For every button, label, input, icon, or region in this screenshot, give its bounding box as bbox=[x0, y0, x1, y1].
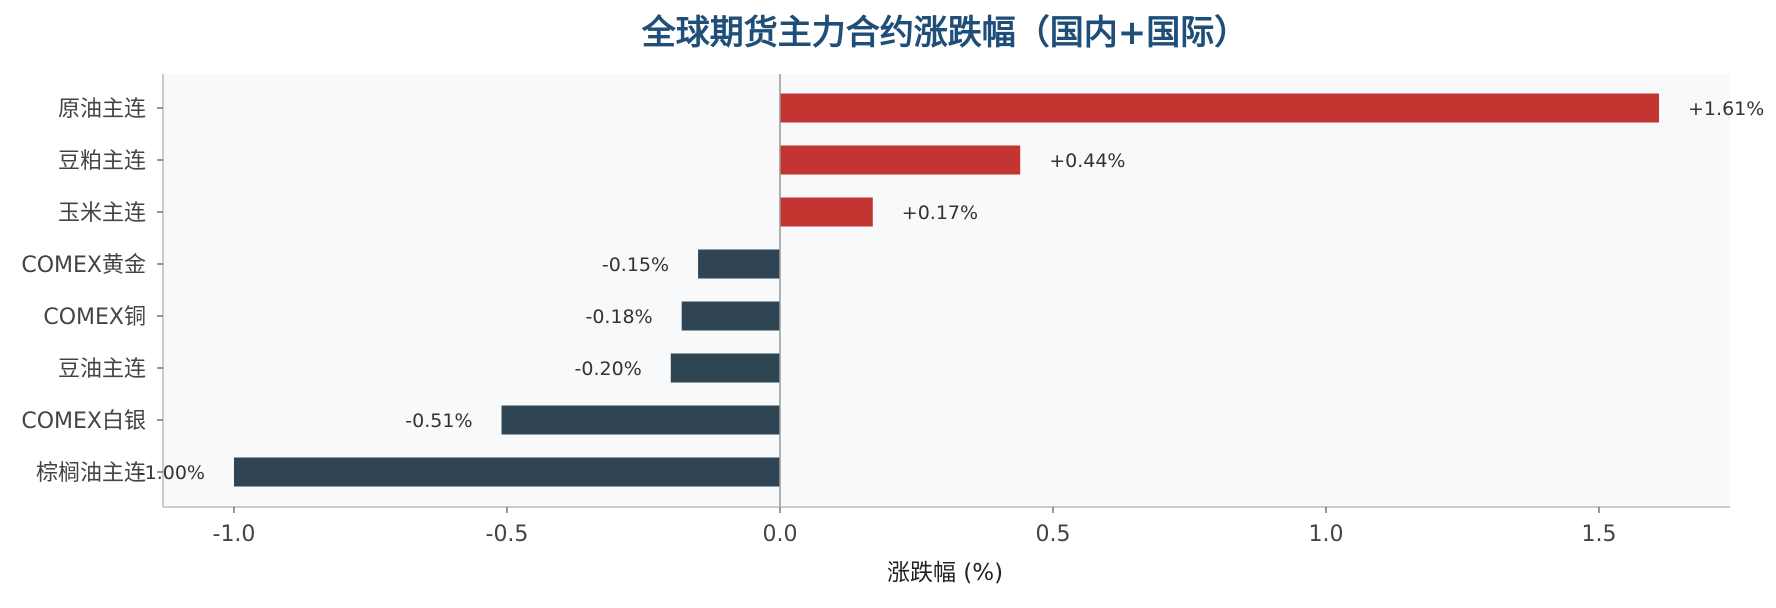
category-label: COMEX黄金 bbox=[21, 253, 146, 278]
bar-4 bbox=[681, 301, 780, 331]
category-label: 原油主连 bbox=[58, 97, 146, 122]
value-label: +0.44% bbox=[1049, 150, 1125, 172]
chart-title: 全球期货主力合约涨跌幅（国内+国际） bbox=[641, 13, 1249, 53]
x-tick-label: 0.5 bbox=[1035, 522, 1070, 547]
category-label: 棕榈油主连 bbox=[36, 461, 146, 486]
bar-2 bbox=[779, 197, 873, 227]
category-label: 豆粕主连 bbox=[58, 149, 146, 174]
x-axis-title: 涨跌幅 (%) bbox=[887, 560, 1003, 586]
category-label: COMEX白银 bbox=[21, 409, 146, 434]
bars-group bbox=[233, 93, 1660, 487]
value-label: -1.00% bbox=[138, 462, 205, 484]
bar-3 bbox=[698, 249, 780, 279]
bar-1 bbox=[779, 145, 1021, 175]
value-label: -0.20% bbox=[575, 358, 642, 380]
bar-7 bbox=[233, 457, 780, 487]
plot-background bbox=[163, 74, 1730, 507]
category-label: 玉米主连 bbox=[58, 201, 146, 226]
value-labels: +1.61% +0.44% +0.17% -0.15% -0.18% -0.20% -0.5… bbox=[138, 98, 1765, 484]
x-tick-label: 1.0 bbox=[1308, 522, 1343, 547]
category-label: 豆油主连 bbox=[58, 357, 146, 382]
bar-0 bbox=[779, 93, 1660, 123]
value-label: -0.15% bbox=[602, 254, 669, 276]
x-tick-label: 0.0 bbox=[762, 522, 797, 547]
value-label: +1.61% bbox=[1688, 98, 1764, 120]
value-label: -0.51% bbox=[405, 410, 472, 432]
category-label: COMEX铜 bbox=[43, 305, 146, 330]
x-tick-label: -0.5 bbox=[486, 522, 529, 547]
value-label: -0.18% bbox=[585, 306, 652, 328]
bar-6 bbox=[501, 405, 780, 435]
x-tick-label: -1.0 bbox=[213, 522, 256, 547]
bar-5 bbox=[670, 353, 780, 383]
value-label: +0.17% bbox=[902, 202, 978, 224]
x-tick-label: 1.5 bbox=[1581, 522, 1616, 547]
x-axis-ticks: -1.0 -0.5 0.0 0.5 1.0 1.5 bbox=[213, 507, 1616, 547]
